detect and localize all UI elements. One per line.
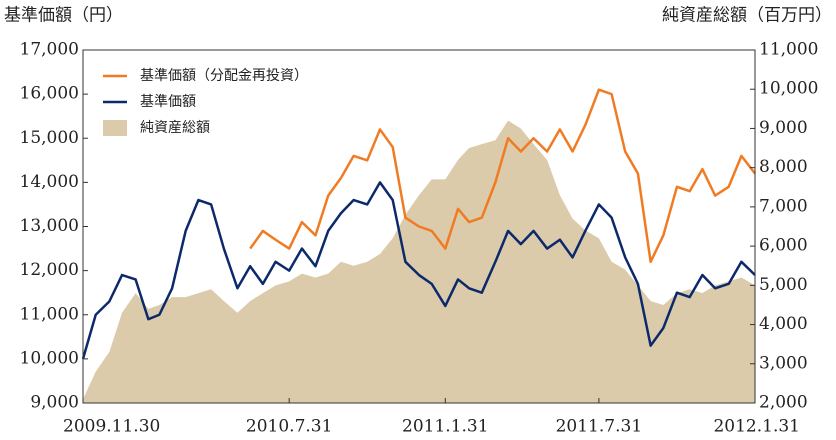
- x-tick-label: 2011.1.31: [402, 417, 489, 437]
- legend-label: 基準価額: [140, 93, 196, 110]
- y-tick-label: 9,000: [30, 393, 79, 413]
- legend-swatch: [103, 120, 127, 136]
- y2-tick-label: 9,000: [759, 118, 808, 138]
- y-tick-label: 15,000: [20, 128, 79, 148]
- y-tick-label: 14,000: [20, 172, 79, 192]
- y2-tick-label: 2,000: [759, 393, 808, 413]
- y-tick-label: 13,000: [20, 216, 79, 236]
- line: [81, 181, 756, 360]
- y-tick-label: 11,000: [20, 304, 79, 324]
- y2-tick-label: 5,000: [759, 275, 808, 295]
- y-tick-label: 10,000: [20, 348, 79, 368]
- y-tick-label: 17,000: [20, 40, 79, 60]
- y-tick-label: 16,000: [20, 84, 79, 104]
- y2-tick-label: 4,000: [759, 314, 808, 334]
- x-tick-label: 2012.1.31: [713, 417, 800, 437]
- legend-label: 純資産総額: [140, 120, 210, 136]
- y2-tick-label: 3,000: [759, 353, 808, 373]
- x-tick-label: 2011.7.31: [556, 417, 643, 437]
- y2-axis-title: 純資産総額（百万円）: [662, 6, 832, 26]
- y2-tick-label: 7,000: [759, 196, 808, 216]
- y2-tick-label: 11,000: [759, 40, 818, 60]
- y2-tick-label: 10,000: [759, 79, 818, 99]
- x-tick-label: 2009.11.30: [63, 417, 160, 437]
- line: [249, 88, 756, 264]
- y-axis-title: 基準価額（円）: [4, 6, 123, 26]
- x-tick-label: 2010.7.31: [246, 417, 333, 437]
- y2-tick-label: 8,000: [759, 157, 808, 177]
- y2-tick-label: 6,000: [759, 236, 808, 256]
- legend-label: 基準価額（分配金再投資）: [140, 67, 308, 84]
- y-tick-label: 12,000: [20, 260, 79, 280]
- area: [83, 120, 755, 403]
